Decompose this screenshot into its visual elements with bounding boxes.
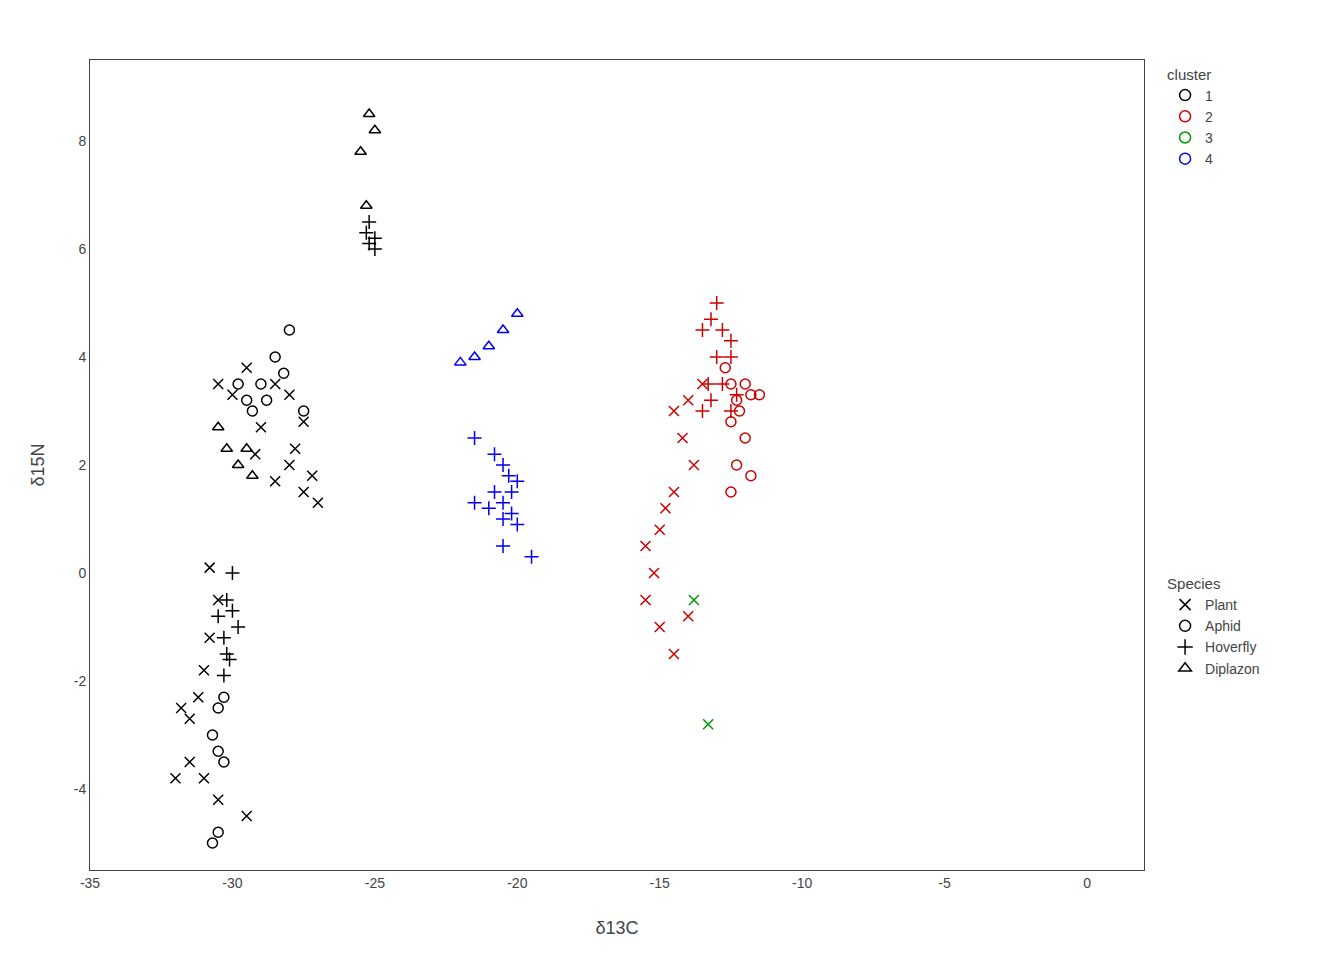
svg-text:-30: -30 — [222, 875, 242, 891]
svg-text:Hoverfly: Hoverfly — [1205, 639, 1256, 655]
svg-text:-15: -15 — [650, 875, 670, 891]
svg-text:0: 0 — [1083, 875, 1091, 891]
svg-text:Aphid: Aphid — [1205, 618, 1241, 634]
svg-text:δ15N: δ15N — [28, 443, 48, 486]
svg-text:Species: Species — [1167, 575, 1220, 592]
svg-text:0: 0 — [78, 565, 86, 581]
svg-text:δ13C: δ13C — [595, 918, 638, 938]
svg-text:-5: -5 — [938, 875, 951, 891]
svg-text:-20: -20 — [507, 875, 527, 891]
svg-text:8: 8 — [78, 133, 86, 149]
svg-text:cluster: cluster — [1167, 66, 1211, 83]
svg-text:-2: -2 — [74, 673, 87, 689]
svg-text:-10: -10 — [792, 875, 812, 891]
svg-text:4: 4 — [1205, 151, 1213, 167]
svg-text:2: 2 — [1205, 109, 1213, 125]
svg-text:2: 2 — [78, 457, 86, 473]
svg-text:-35: -35 — [80, 875, 100, 891]
svg-text:Diplazon: Diplazon — [1205, 661, 1259, 677]
svg-text:3: 3 — [1205, 130, 1213, 146]
svg-text:6: 6 — [78, 241, 86, 257]
svg-text:-25: -25 — [365, 875, 385, 891]
svg-text:1: 1 — [1205, 88, 1213, 104]
svg-text:-4: -4 — [74, 781, 87, 797]
svg-text:Plant: Plant — [1205, 597, 1237, 613]
svg-text:4: 4 — [78, 349, 86, 365]
